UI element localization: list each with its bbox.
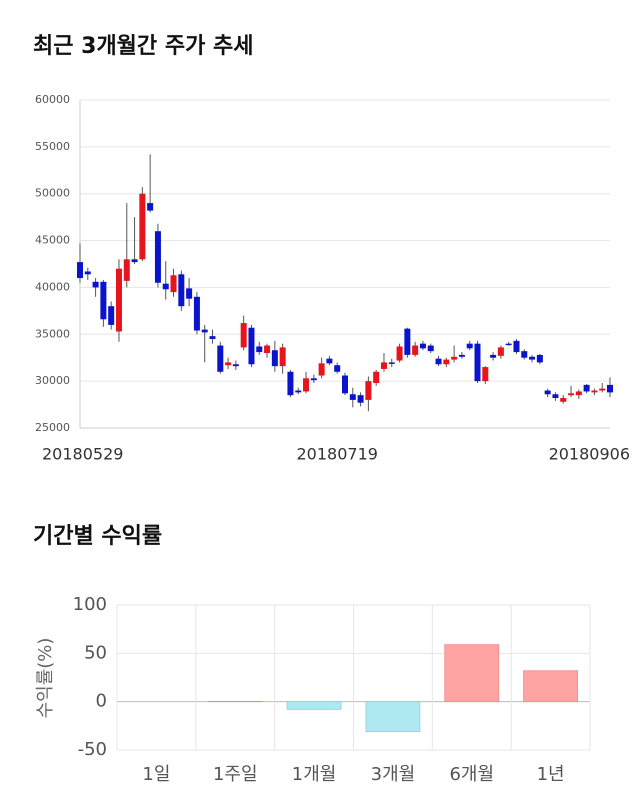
candle-body [513, 340, 520, 353]
bar [523, 670, 578, 703]
y-tick-label: 35000 [35, 327, 70, 340]
candle-body [521, 351, 528, 358]
bar [286, 701, 342, 710]
candle-body [560, 398, 567, 402]
candle-body [458, 354, 465, 357]
x-tick-label: 20180906 [549, 445, 630, 464]
chart-title: 최근 3개월간 주가 추세 [33, 34, 253, 59]
candle-body [131, 259, 138, 263]
candle-body [240, 323, 247, 348]
candle-body [92, 281, 99, 288]
bar [365, 701, 421, 733]
candle-body [170, 275, 177, 293]
candle-body [256, 346, 263, 353]
y-tick-label: 55000 [35, 140, 70, 153]
candle-body [599, 388, 606, 391]
x-tick-label: 20180529 [42, 445, 123, 464]
candle-body [466, 343, 473, 349]
y-tick-label: 50 [84, 642, 107, 663]
candle-body [123, 259, 130, 281]
candle-body [443, 359, 450, 365]
candle-body [474, 343, 481, 382]
candle-body [568, 393, 575, 396]
candle-body [380, 362, 387, 369]
y-tick-label: 60000 [35, 93, 70, 106]
y-tick-label: 25000 [35, 421, 70, 434]
y-tick-label: 30000 [35, 374, 70, 387]
candle-body [435, 358, 442, 365]
x-tick-label: 3개월 [371, 764, 416, 785]
candle-body [295, 390, 302, 393]
candle-body [404, 328, 411, 355]
x-tick-label: 1개월 [292, 764, 337, 785]
candle-body [388, 362, 395, 364]
candle-body [318, 363, 325, 376]
candle-body [451, 356, 458, 360]
candle-body [178, 274, 185, 307]
candle-body [497, 347, 504, 356]
x-tick-label: 1일 [142, 764, 170, 785]
candle-body [365, 381, 372, 400]
candle-body [248, 327, 255, 365]
x-tick-label: 1주일 [213, 764, 258, 785]
candle-body [575, 391, 582, 396]
candle-body [342, 375, 348, 394]
candle-body [264, 345, 271, 354]
x-tick-label: 6개월 [449, 764, 494, 785]
candle-body [583, 384, 590, 392]
candle-body [349, 394, 356, 400]
candle-body [427, 345, 434, 352]
candle-body [419, 343, 426, 349]
candle-body [100, 281, 107, 320]
candle-body [232, 364, 239, 367]
candle-body [209, 336, 216, 339]
candle-body [287, 371, 294, 396]
candle-body [326, 358, 333, 364]
candle-body [271, 350, 278, 367]
x-tick-label: 20180719 [296, 445, 377, 464]
candle-body [505, 343, 512, 346]
candle-body [147, 203, 154, 211]
candle-body [310, 378, 317, 381]
candle-body [115, 268, 122, 332]
y-tick-label: 45000 [35, 234, 70, 247]
y-tick-label: 50000 [35, 187, 70, 200]
candle-body [412, 345, 419, 355]
candle-body [529, 356, 536, 360]
candle-body [162, 283, 169, 290]
x-tick-label: 1년 [537, 764, 565, 785]
candle-body [154, 231, 161, 283]
candle-body [108, 306, 115, 325]
candle-body [536, 354, 543, 363]
y-axis-label: 수익률(%) [35, 638, 56, 719]
candle-body [482, 367, 489, 382]
candle-body [373, 371, 380, 384]
candle-body [544, 390, 551, 395]
bar [444, 644, 500, 703]
chart-title: 기간별 수익률 [33, 524, 162, 549]
y-tick-label: -50 [78, 739, 107, 760]
candle-body [186, 288, 193, 299]
candle-body [396, 346, 403, 361]
y-tick-label: 0 [96, 691, 107, 712]
candle-body [225, 362, 232, 366]
candle-body [217, 345, 224, 372]
y-tick-label: 100 [73, 594, 107, 615]
candle-body [552, 394, 559, 399]
candle-body [77, 262, 83, 279]
candle-body [490, 354, 497, 358]
y-tick-label: 40000 [35, 280, 70, 293]
candle-body [303, 378, 310, 392]
candle-body [201, 329, 208, 333]
candle-body [279, 347, 286, 367]
candle-body [591, 390, 598, 393]
candle-body [139, 193, 146, 260]
candle-body [84, 271, 91, 275]
candle-body [357, 395, 364, 403]
candle-body [193, 296, 200, 331]
candle-body [607, 384, 613, 393]
candle-body [334, 365, 341, 372]
